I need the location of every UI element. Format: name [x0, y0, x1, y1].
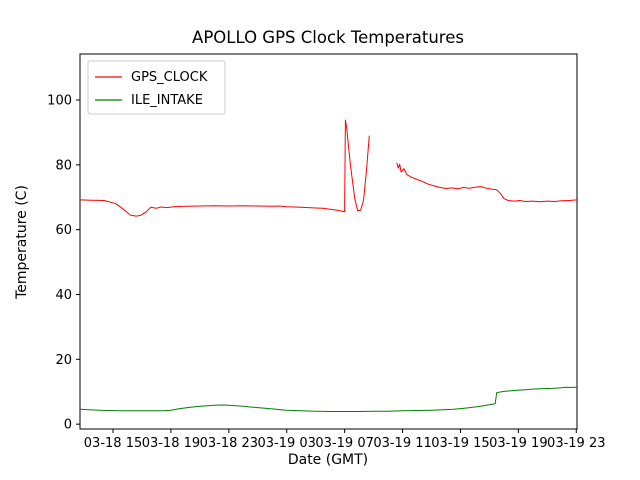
- legend-label-gps-clock: GPS_CLOCK: [131, 70, 208, 85]
- y-tick-label: 20: [55, 353, 72, 368]
- y-axis-ticks: 0 20 40 60 80 100: [47, 94, 80, 433]
- x-tick-label: 03-18 15: [84, 436, 142, 451]
- plot-area-border: [79, 53, 578, 430]
- x-tick-label: 03-19 03: [258, 436, 316, 451]
- x-axis-ticks: 03-18 15 03-18 19 03-18 23 03-19 03 03-19 07…: [84, 429, 606, 451]
- legend-label-ile-intake: ILE_INTAKE: [131, 93, 203, 108]
- x-axis-label: Date (GMT): [288, 452, 368, 468]
- x-tick-label: 03-19 11: [373, 436, 431, 451]
- legend: GPS_CLOCK ILE_INTAKE: [87, 60, 226, 115]
- y-tick-label: 0: [64, 418, 72, 433]
- x-tick-label: 03-19 15: [431, 436, 489, 451]
- legend-box: [87, 60, 226, 115]
- x-tick-label: 03-19 19: [489, 436, 547, 451]
- y-tick-label: 60: [55, 223, 72, 238]
- y-tick-label: 40: [55, 288, 72, 303]
- chart-title: APOLLO GPS Clock Temperatures: [192, 28, 464, 47]
- x-tick-label: 03-18 23: [200, 436, 258, 451]
- x-tick-label: 03-18 19: [142, 436, 200, 451]
- x-tick-label: 03-19 07: [315, 436, 373, 451]
- y-tick-label: 80: [55, 158, 72, 173]
- y-axis-label: Temperature (C): [14, 185, 30, 300]
- x-tick-label: 03-19 23: [547, 436, 605, 451]
- series-lines: [79, 119, 578, 412]
- y-tick-label: 100: [47, 94, 72, 109]
- series-line-ile_intake: [79, 386, 578, 412]
- series-line-gps_clock: [79, 119, 370, 217]
- series-line-gps_clock: [396, 162, 578, 203]
